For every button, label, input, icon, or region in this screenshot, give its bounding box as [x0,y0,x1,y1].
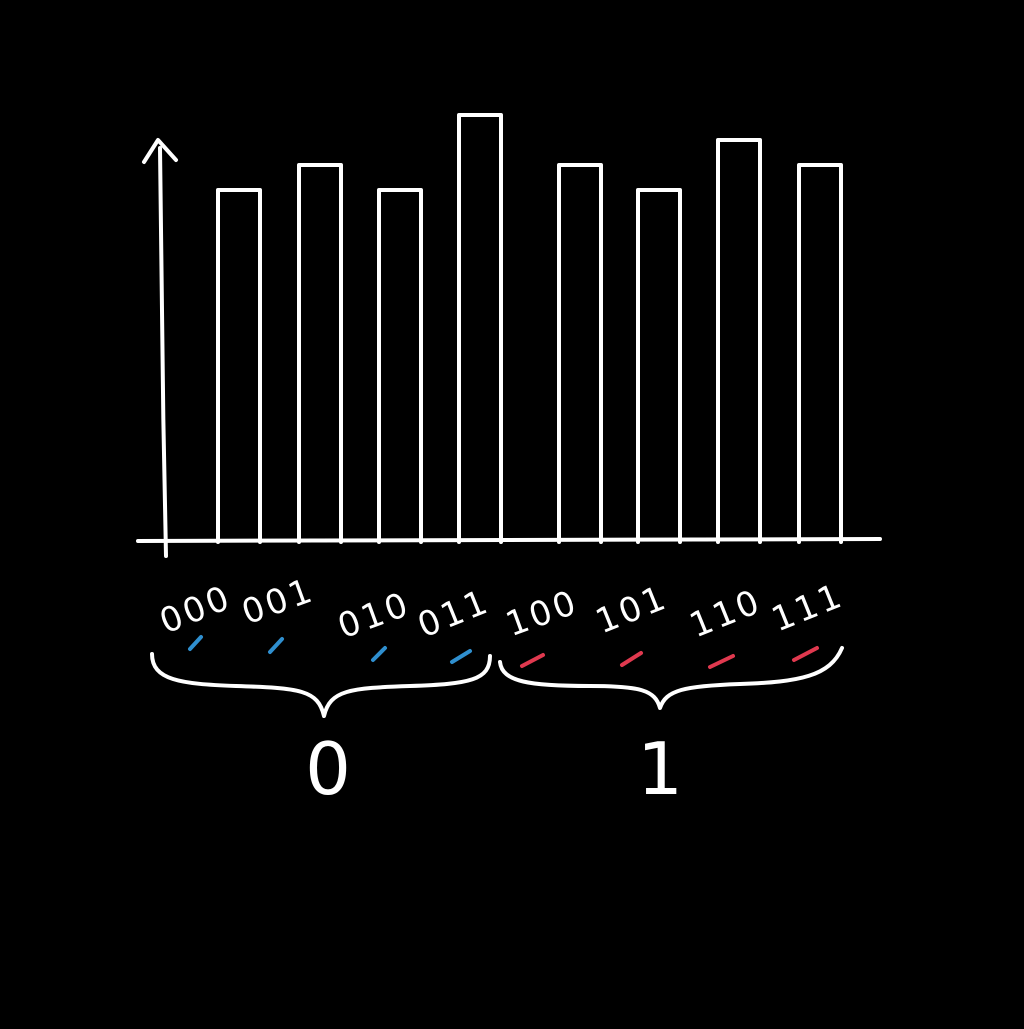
brace-group-0 [150,652,492,718]
group-braces [150,646,844,718]
leading-bit-mark-000 [188,635,203,651]
category-label-111: 111 [766,575,850,640]
bars [216,113,843,544]
axes [136,138,882,558]
group-label-0: 0 [305,727,351,811]
y-axis [158,146,168,558]
category-label-110: 110 [684,581,768,646]
bar-101 [636,188,682,544]
bar-010 [377,188,423,544]
x-axis [136,537,882,543]
category-label-001: 001 [237,570,320,633]
category-label-101: 101 [590,577,674,642]
bar-110 [716,138,762,544]
bar-100 [557,163,603,544]
category-label-100: 100 [501,582,584,645]
leading-bit-mark-010 [371,646,387,662]
category-label-010: 010 [333,584,416,647]
leading-bit-marks [188,635,819,669]
category-label-011: 011 [412,581,496,646]
leading-bit-mark-100 [520,653,545,668]
bar-011 [457,113,503,544]
brace-group-1 [498,646,844,710]
bar-001 [297,163,343,544]
y-axis-arrow-icon [142,138,178,164]
bar-111 [797,163,843,544]
leading-bit-mark-110 [708,654,735,669]
bar-000 [216,188,262,544]
leading-bit-mark-111 [792,646,819,662]
leading-bit-mark-001 [268,637,284,654]
category-label-000: 000 [154,577,238,642]
leading-bit-mark-101 [620,651,643,667]
group-label-1: 1 [637,727,683,811]
leading-bit-mark-011 [450,649,472,664]
